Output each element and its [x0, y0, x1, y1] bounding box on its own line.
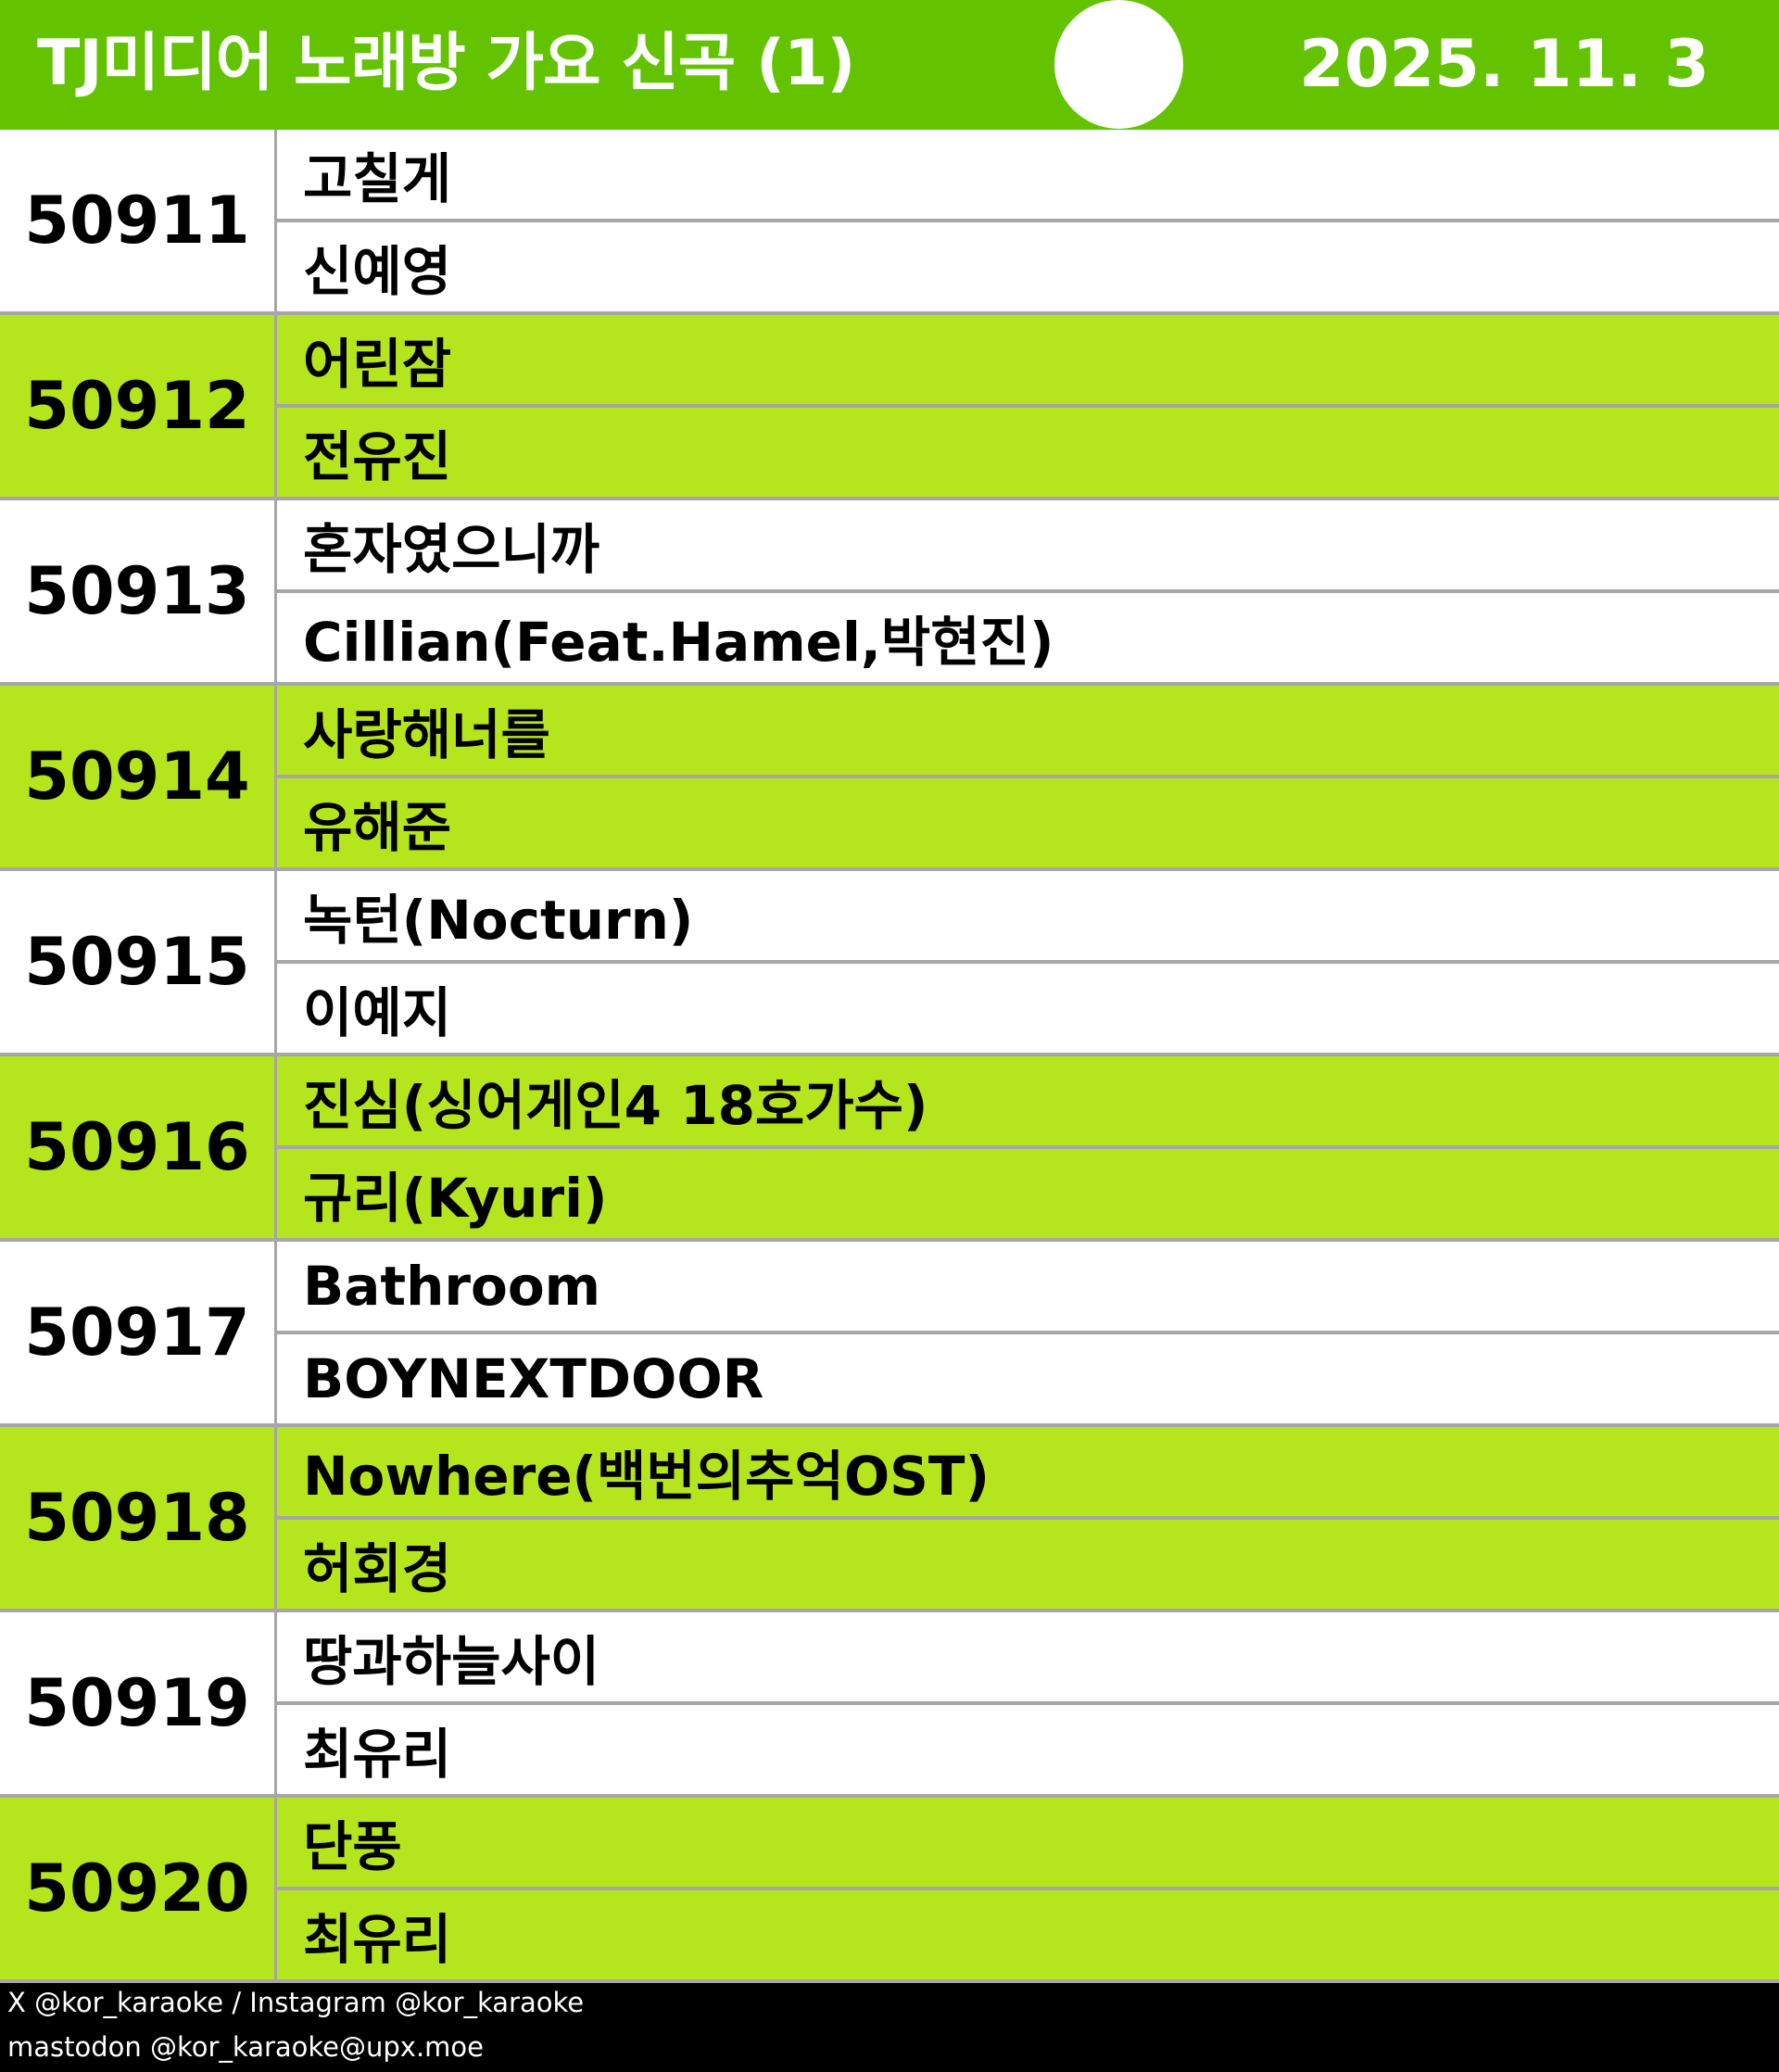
- song-artist: 허회경: [303, 1537, 452, 1600]
- song-title: 단풍: [277, 1798, 1779, 1890]
- song-number: 50919: [0, 1612, 277, 1794]
- song-number: 50912: [0, 315, 277, 497]
- footer-social-line: X @kor_karaoke / Instagram @kor_karaoke: [7, 1987, 585, 2018]
- song-artist: 최유리: [303, 1908, 452, 1971]
- circle-decoration: [1054, 0, 1183, 129]
- song-row: 50916 진심(싱어게인4 18호가수) 규리(Kyuri): [0, 1056, 1779, 1242]
- song-title: 혼자였으니까: [277, 500, 1779, 593]
- song-row: 50915 녹턴(Nocturn) 이예지: [0, 871, 1779, 1056]
- footer: X @kor_karaoke / Instagram @kor_karaoke …: [0, 1983, 1779, 2072]
- song-title: 녹턴(Nocturn): [277, 871, 1779, 964]
- footer-mastodon-line: mastodon @kor_karaoke@upx.moe: [7, 2031, 485, 2063]
- song-number: 50911: [0, 130, 277, 311]
- song-list: 50911 고칠게 신예영 50912 어린잠 전유진 50913 혼자였으니까 Cillian…: [0, 130, 1779, 1983]
- song-artist: 최유리: [303, 1723, 452, 1786]
- song-row: 50917 Bathroom BOYNEXTDOOR: [0, 1242, 1779, 1427]
- song-row: 50918 Nowhere(백번의추억OST) 허회경: [0, 1427, 1779, 1612]
- song-number: 50915: [0, 871, 277, 1053]
- song-artist: 신예영: [303, 240, 452, 303]
- song-number: 50917: [0, 1242, 277, 1423]
- song-number: 50916: [0, 1056, 277, 1238]
- song-artist: 규리(Kyuri): [303, 1167, 608, 1230]
- page-title: TJ미디어 노래방 가요 신곡 (1): [37, 27, 855, 100]
- header: TJ미디어 노래방 가요 신곡 (1) 2025. 11. 3: [0, 0, 1779, 130]
- song-artist: 유해준: [303, 796, 452, 859]
- song-number: 50920: [0, 1798, 277, 1979]
- song-title: 어린잠: [277, 315, 1779, 408]
- song-title: 고칠게: [277, 130, 1779, 222]
- song-title: Bathroom: [277, 1242, 1779, 1334]
- song-artist: 이예지: [303, 981, 452, 1044]
- song-number: 50918: [0, 1427, 277, 1609]
- song-title: 땅과하늘사이: [277, 1612, 1779, 1705]
- song-row: 50913 혼자였으니까 Cillian(Feat.Hamel,박현진): [0, 500, 1779, 686]
- song-artist: Cillian(Feat.Hamel,박현진): [303, 611, 1054, 674]
- date: 2025. 11. 3: [1299, 26, 1710, 102]
- song-title: 진심(싱어게인4 18호가수): [277, 1056, 1779, 1149]
- song-artist: 전유진: [303, 425, 452, 488]
- song-number: 50913: [0, 500, 277, 682]
- song-title: Nowhere(백번의추억OST): [277, 1427, 1779, 1520]
- song-number: 50914: [0, 686, 277, 867]
- song-artist: BOYNEXTDOOR: [303, 1347, 764, 1410]
- song-title: 사랑해너를: [277, 686, 1779, 778]
